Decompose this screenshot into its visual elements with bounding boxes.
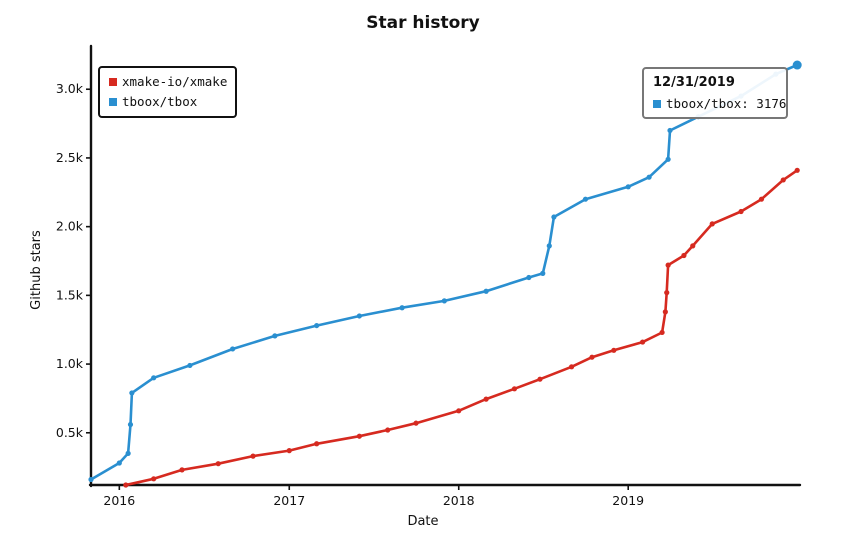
legend-label: tboox/tbox	[122, 94, 198, 109]
y-axis-label: Github stars	[29, 230, 44, 310]
data-point	[611, 347, 617, 353]
axes: 0.5k 1.0k 1.5k 2.0k 2.5k 3.0k 2016 2017 2018 2019	[56, 44, 802, 508]
data-point	[625, 184, 631, 190]
data-point	[540, 270, 546, 276]
data-point	[483, 288, 489, 294]
y-tick-label: 3.0k	[56, 81, 84, 96]
data-point	[709, 221, 715, 227]
data-point	[230, 346, 236, 352]
data-point	[250, 453, 256, 459]
data-point	[681, 252, 687, 259]
data-point	[758, 196, 765, 202]
data-point	[413, 420, 419, 426]
data-point	[129, 390, 135, 396]
data-point	[356, 433, 362, 439]
data-point	[314, 322, 320, 329]
data-point	[125, 450, 131, 456]
data-point	[665, 156, 671, 162]
data-point	[151, 375, 157, 381]
tooltip: 12/31/2019 tboox/tbox: 3176	[642, 67, 788, 119]
data-point	[792, 60, 802, 70]
legend-swatch	[109, 78, 117, 86]
legend: xmake-io/xmake tboox/tbox	[98, 66, 237, 118]
data-point	[151, 476, 157, 482]
data-point	[272, 333, 278, 339]
data-point	[456, 408, 462, 414]
data-point	[483, 396, 489, 402]
data-point	[659, 329, 665, 336]
x-tick-label: 2019	[612, 493, 644, 508]
tooltip-swatch	[653, 100, 661, 108]
data-point	[314, 441, 320, 447]
data-point	[662, 309, 668, 315]
y-tick-label: 2.5k	[56, 150, 84, 165]
data-point	[738, 208, 744, 215]
x-axis-label: Date	[407, 514, 438, 529]
tooltip-title: 12/31/2019	[653, 75, 735, 90]
x-axis-line	[88, 483, 802, 487]
data-point	[356, 313, 362, 319]
data-point	[88, 476, 94, 483]
data-point	[399, 305, 405, 311]
data-point	[551, 214, 557, 220]
data-point	[187, 362, 193, 369]
data-point	[646, 174, 652, 180]
data-point	[794, 167, 800, 173]
x-tick-label: 2016	[103, 493, 135, 508]
chart-title: Star history	[366, 13, 479, 33]
data-point	[582, 196, 589, 202]
data-point	[215, 461, 221, 467]
series-tboox-tbox	[88, 60, 802, 483]
y-tick-label: 1.5k	[56, 287, 84, 302]
data-point	[665, 262, 671, 268]
data-point	[639, 339, 646, 345]
legend-swatch	[109, 98, 117, 106]
data-point	[127, 421, 134, 428]
data-point	[441, 298, 447, 304]
x-tick-label: 2018	[443, 493, 475, 508]
series-line	[89, 63, 799, 481]
tooltip-label: tboox/tbox: 3176	[666, 96, 786, 111]
data-point	[589, 354, 595, 360]
legend-box	[98, 66, 237, 118]
data-point	[667, 127, 673, 134]
tooltip-box	[642, 67, 788, 119]
x-tick-label: 2017	[273, 493, 305, 508]
data-point	[780, 177, 786, 183]
data-point	[546, 243, 552, 249]
series-layer	[88, 60, 802, 488]
data-point	[123, 482, 129, 488]
y-tick-label: 1.0k	[56, 356, 84, 371]
data-point	[116, 460, 122, 466]
data-point	[511, 386, 518, 392]
data-point	[664, 290, 670, 296]
series-line	[124, 169, 799, 487]
legend-label: xmake-io/xmake	[122, 74, 227, 89]
data-point	[690, 243, 696, 249]
y-tick-label: 2.0k	[56, 219, 84, 234]
data-point	[286, 448, 292, 454]
data-point	[526, 274, 532, 281]
data-point	[385, 427, 391, 433]
data-point	[537, 376, 543, 382]
y-tick-label: 0.5k	[56, 425, 84, 440]
data-point	[568, 364, 575, 370]
data-point	[179, 467, 185, 473]
series-xmake-io-xmake	[123, 167, 800, 488]
